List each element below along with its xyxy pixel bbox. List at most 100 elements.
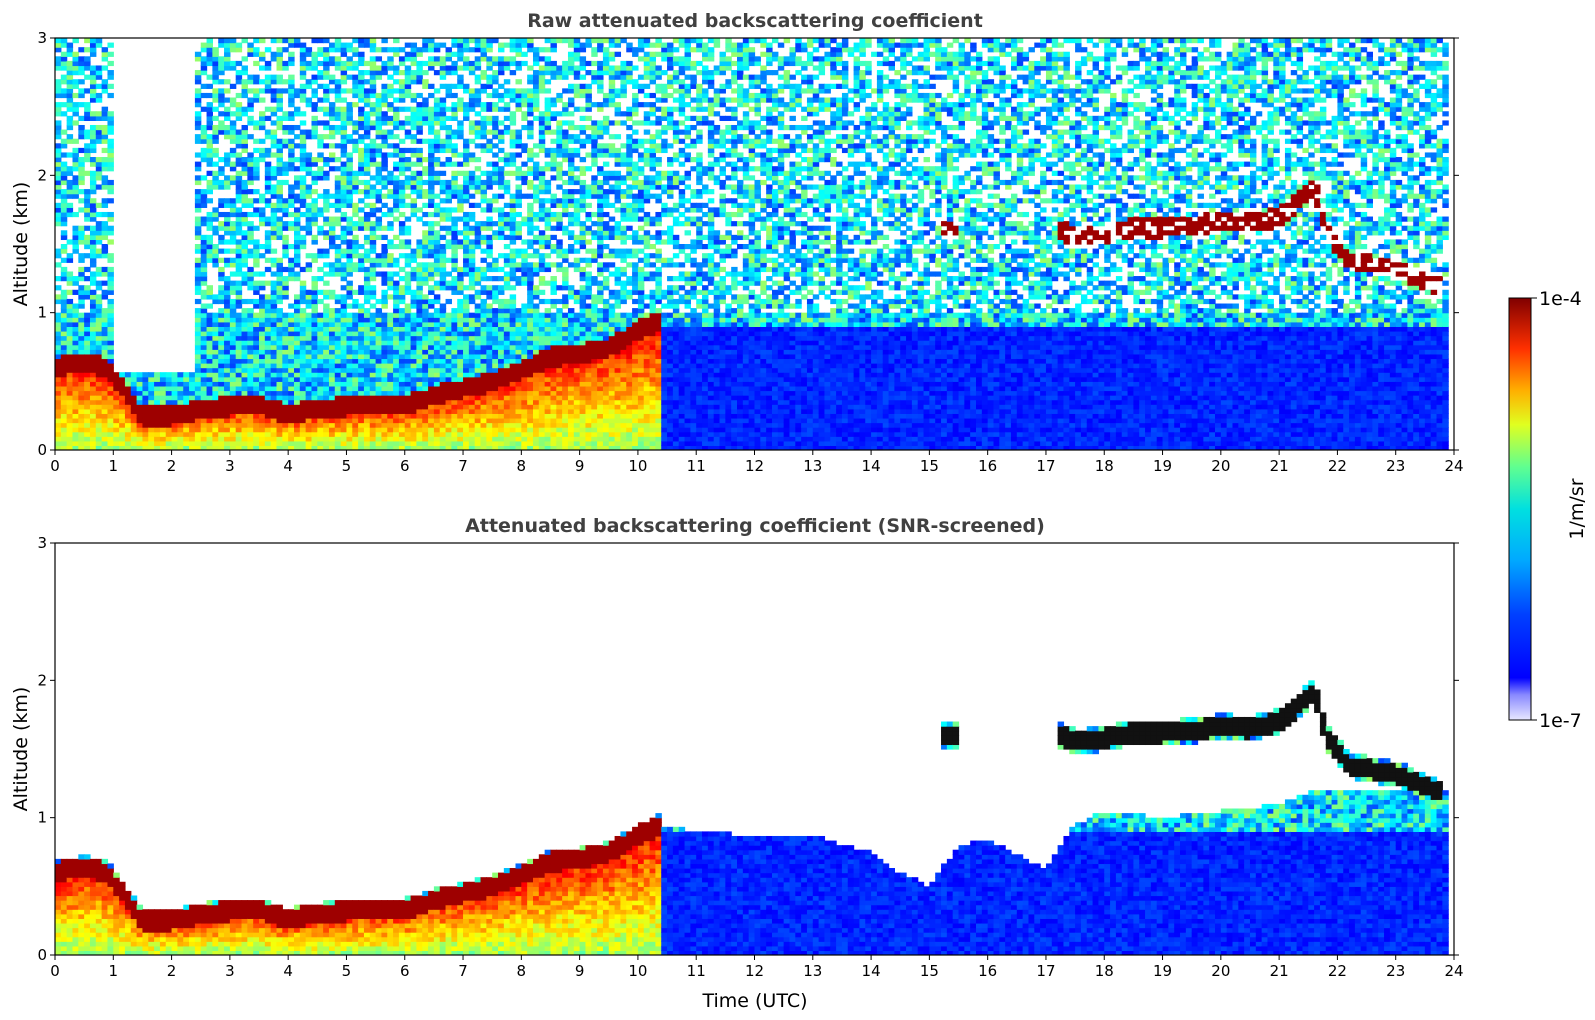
heatmap-cell [393, 353, 400, 360]
heatmap-cell [457, 340, 464, 346]
heatmap-cell [503, 129, 511, 135]
heatmap-cell [294, 216, 301, 222]
heatmap-cell [78, 353, 85, 360]
heatmap-cell [212, 340, 219, 346]
heatmap-cell [358, 395, 365, 401]
heatmap-cell [55, 211, 62, 218]
heatmap-cell [387, 367, 394, 373]
heatmap-cell [398, 83, 406, 89]
heatmap-cell [416, 161, 423, 167]
heatmap-cell [480, 399, 487, 405]
heatmap-cell [276, 408, 283, 414]
heatmap-cell [480, 344, 487, 350]
heatmap-cell [340, 60, 348, 67]
heatmap-cell [468, 211, 476, 218]
heatmap-cell [84, 404, 91, 410]
heatmap-cell [224, 202, 231, 208]
heatmap-cell [398, 440, 406, 447]
heatmap-cell [387, 129, 394, 135]
heatmap-cell [270, 417, 278, 424]
heatmap-cell [299, 358, 307, 364]
heatmap-cell [317, 436, 324, 442]
heatmap-cell [264, 344, 272, 350]
heatmap-cell [235, 376, 243, 382]
heatmap-cell [532, 330, 540, 337]
heatmap-cell [398, 211, 406, 218]
heatmap-cell [498, 390, 505, 396]
heatmap-cell [498, 175, 505, 181]
heatmap-cell [78, 134, 85, 140]
heatmap-cell [387, 211, 394, 218]
heatmap-cell [451, 280, 458, 286]
heatmap-cell [159, 427, 167, 433]
heatmap-cell [468, 312, 476, 318]
heatmap-cell [66, 102, 74, 108]
heatmap-cell [323, 340, 330, 346]
heatmap-cell [305, 102, 313, 108]
heatmap-cell [212, 138, 219, 144]
heatmap-cell [410, 56, 418, 62]
heatmap-cell [60, 234, 68, 241]
heatmap-cell [206, 367, 213, 373]
heatmap-cell [218, 120, 225, 126]
heatmap-cell [200, 83, 208, 89]
heatmap-cell [288, 189, 295, 195]
heatmap-cell [194, 376, 202, 382]
heatmap-cell [206, 431, 213, 437]
heatmap-cell [259, 244, 266, 250]
heatmap-cell [107, 312, 114, 318]
heatmap-cell [404, 321, 412, 327]
heatmap-cell [393, 88, 400, 94]
heatmap-cell [340, 335, 348, 341]
heatmap-cell [66, 399, 74, 405]
heatmap-cell [276, 152, 283, 158]
heatmap-cell [218, 124, 225, 131]
heatmap-cell [60, 216, 68, 222]
heatmap-cell [451, 207, 458, 213]
heatmap-cell [474, 413, 482, 419]
heatmap-cell [358, 97, 365, 103]
heatmap-cell [381, 390, 388, 396]
heatmap-cell [463, 266, 470, 273]
heatmap-cell [509, 129, 517, 135]
heatmap-cell [480, 271, 487, 277]
heatmap-cell [451, 60, 458, 67]
heatmap-cell [259, 326, 266, 332]
heatmap-cell [241, 372, 248, 378]
heatmap-cell [107, 147, 114, 154]
heatmap-cell [527, 326, 534, 332]
heatmap-cell [346, 157, 353, 163]
heatmap-cell [433, 326, 441, 332]
heatmap-cell [532, 408, 540, 414]
heatmap-cell [276, 326, 283, 332]
heatmap-cell [492, 120, 499, 126]
heatmap-cell [492, 152, 499, 158]
heatmap-cell [480, 134, 487, 140]
heatmap-cell [387, 179, 394, 186]
heatmap-cell [527, 280, 534, 286]
heatmap-cell [463, 271, 470, 277]
heatmap-cell [369, 358, 377, 364]
heatmap-cell [89, 124, 97, 131]
heatmap-cell [328, 445, 336, 450]
heatmap-cell [264, 326, 272, 332]
heatmap-cell [410, 147, 418, 154]
heatmap-cell [294, 312, 301, 318]
heatmap-cell [375, 56, 383, 62]
heatmap-cell [346, 244, 353, 250]
heatmap-cell [218, 376, 225, 382]
heatmap-cell [358, 285, 365, 291]
heatmap-cell [241, 65, 248, 71]
heatmap-cell [305, 193, 313, 199]
heatmap-cell [428, 303, 435, 309]
heatmap-cell [334, 244, 342, 250]
heatmap-cell [66, 207, 74, 213]
heatmap-cell [328, 134, 336, 140]
heatmap-cell [212, 253, 219, 259]
heatmap-cell [457, 308, 464, 314]
heatmap-cell [305, 303, 313, 309]
heatmap-cell [253, 340, 260, 346]
heatmap-cell [346, 280, 353, 286]
heatmap-cell [264, 367, 272, 373]
heatmap-cell [393, 198, 400, 204]
